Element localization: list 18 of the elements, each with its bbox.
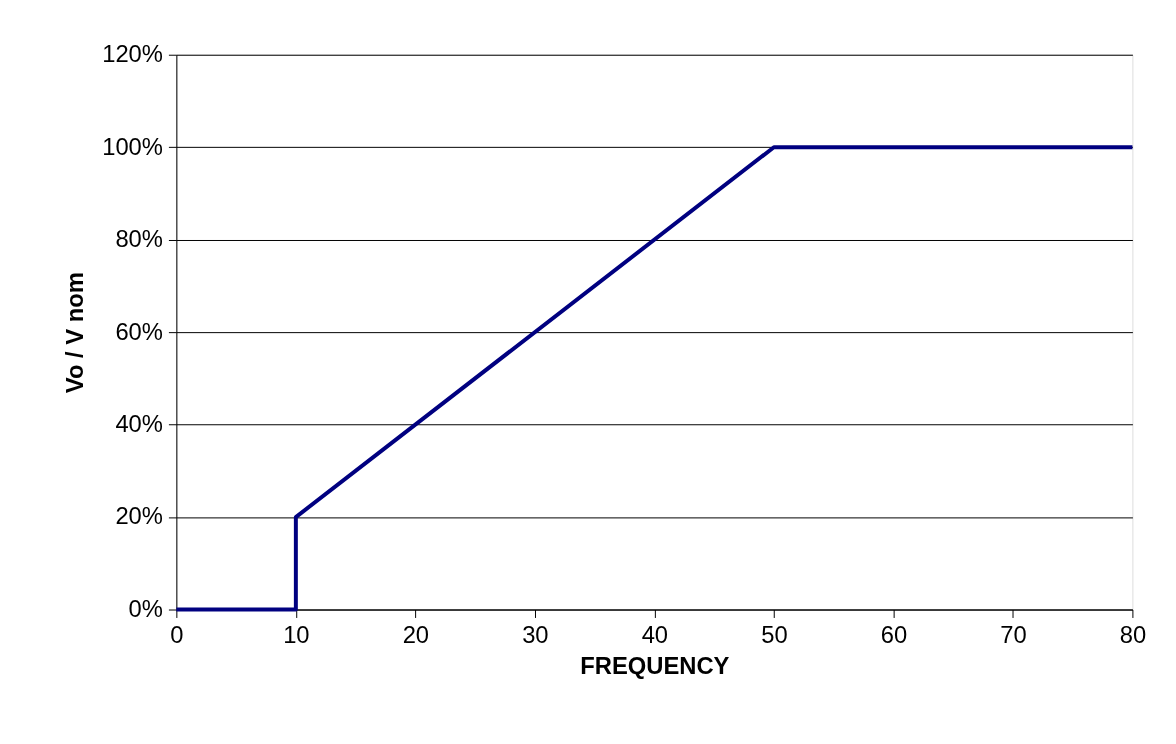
x-tick-label: 50 xyxy=(761,620,788,648)
x-tick-label: 20 xyxy=(402,620,430,648)
y-tick-label: 40% xyxy=(115,410,163,438)
y-axis-title: Vo / V nom xyxy=(61,272,89,394)
x-tick-label: 80 xyxy=(1119,620,1147,648)
x-tick-label: 30 xyxy=(522,620,549,648)
y-tick-label: 60% xyxy=(115,317,163,345)
y-tick-label: 80% xyxy=(115,225,163,253)
x-tick-label: 60 xyxy=(880,620,908,648)
x-axis-title: FREQUENCY xyxy=(580,652,730,680)
x-tick-label: 10 xyxy=(283,620,310,648)
y-tick-label: 100% xyxy=(102,132,163,160)
y-tick-label: 20% xyxy=(115,502,163,530)
x-tick-label: 40 xyxy=(641,620,669,648)
y-tick-label: 0% xyxy=(128,594,163,622)
x-tick-label: 70 xyxy=(1000,620,1027,648)
y-tick-label: 120% xyxy=(102,40,163,68)
x-tick-label: 0 xyxy=(170,620,184,648)
